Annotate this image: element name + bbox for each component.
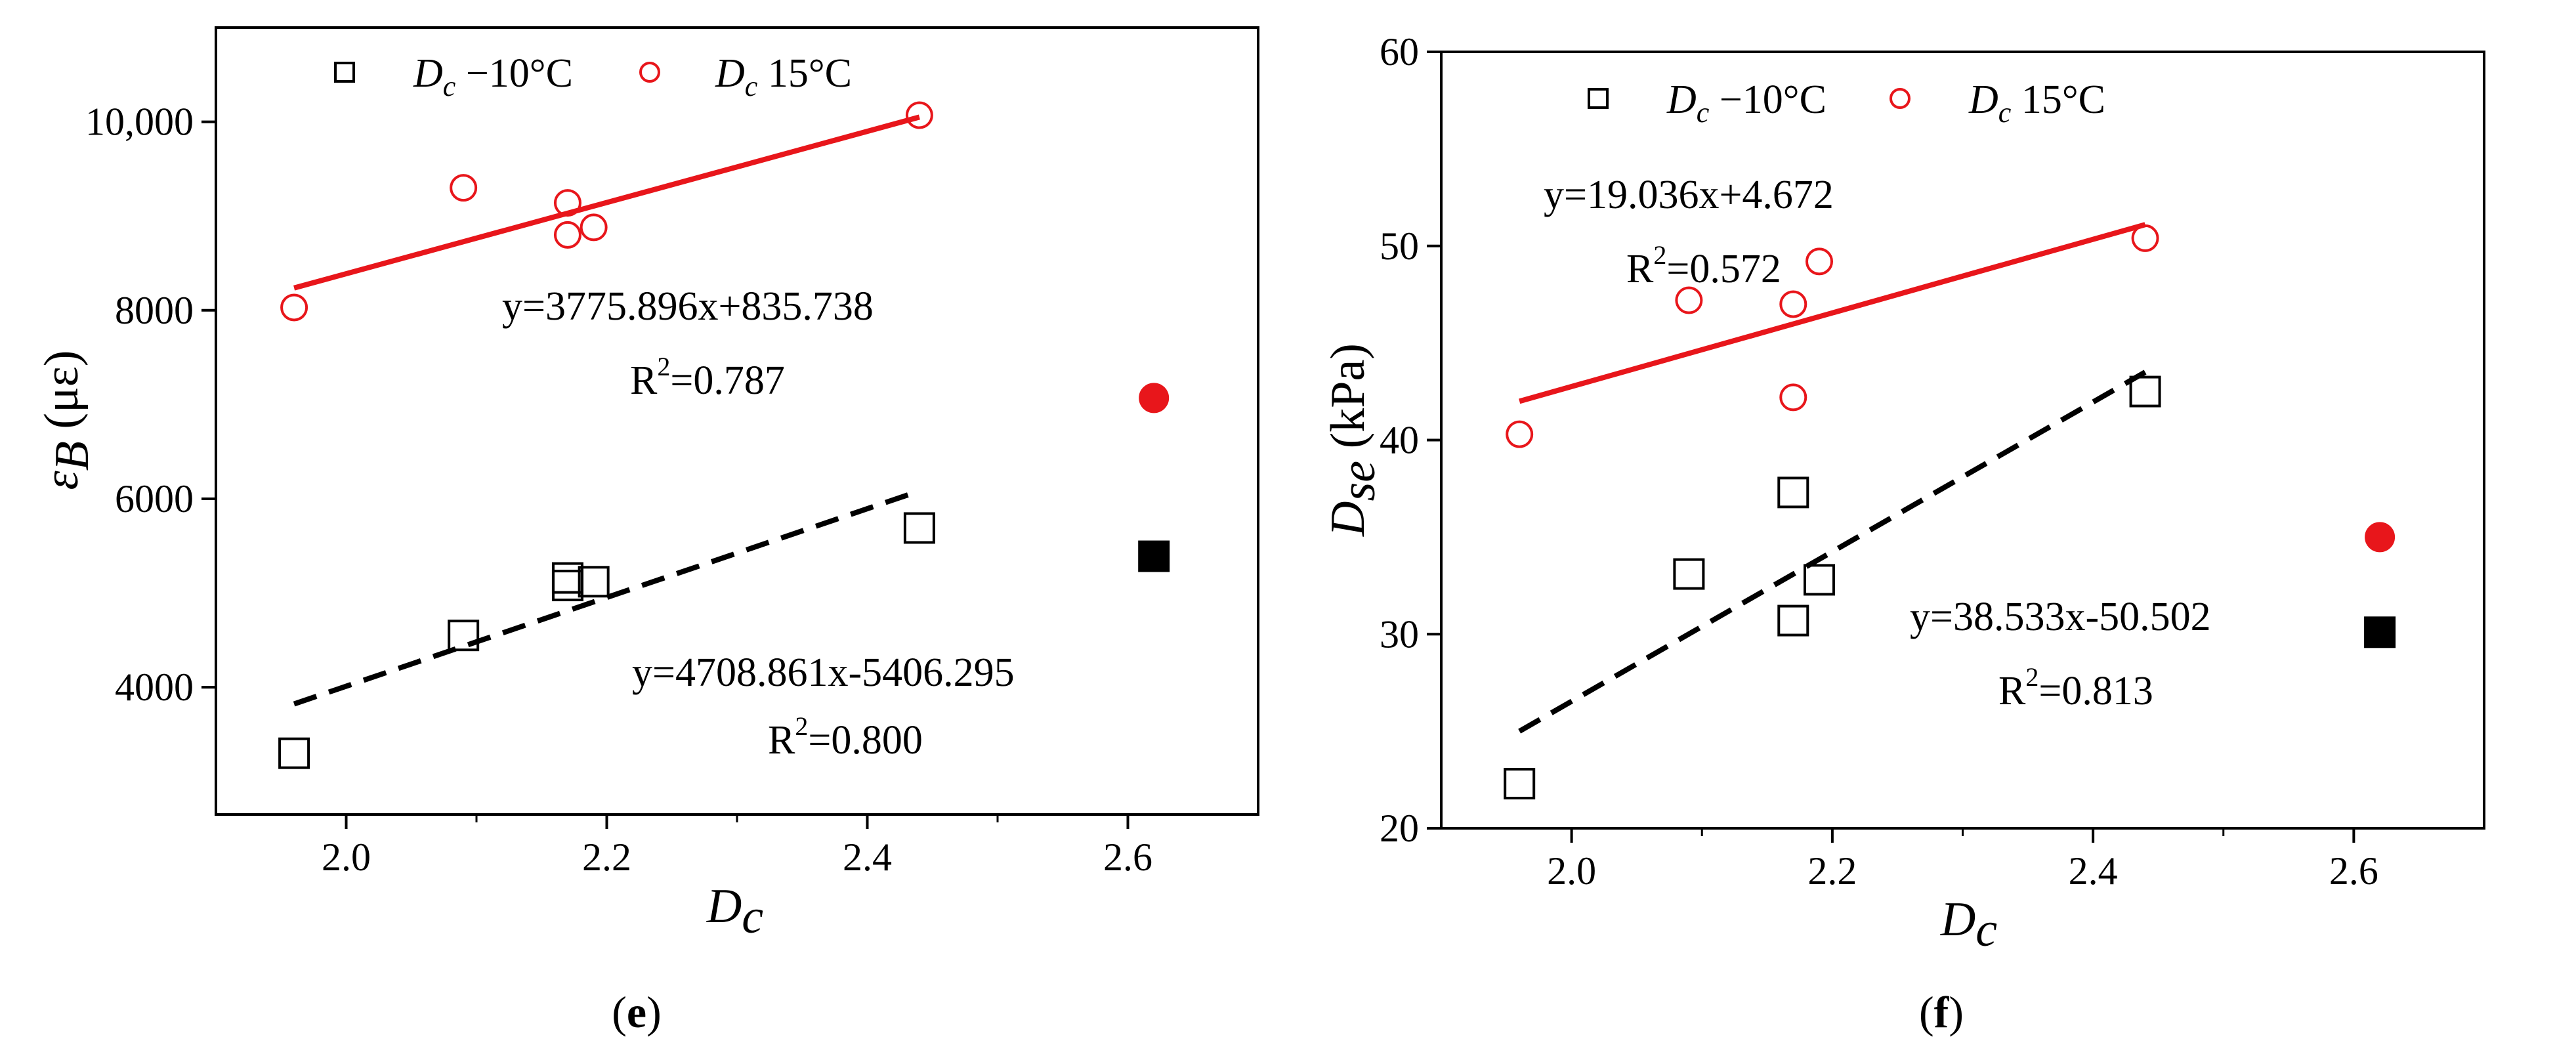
legend-circle-e (639, 62, 660, 83)
y-tick-label-f-4: 60 (1380, 30, 1419, 74)
fit-equation-e-red: y=3775.896x+835.738 (502, 284, 874, 329)
data-point-f-s0-1 (1673, 558, 1705, 590)
fit-lines-e (293, 114, 921, 707)
legend-label-e-1: Dc 15°C (715, 51, 852, 102)
data-points-f (1504, 224, 2396, 799)
x-tick-label-e-2: 2.4 (843, 836, 892, 879)
y-axis-title-e: εB (με) (35, 350, 99, 490)
y-tick-label-f-1: 30 (1380, 612, 1419, 656)
data-point-f-s0-0 (1504, 767, 1536, 799)
data-point-f-s1-3 (1779, 383, 1807, 412)
legend-marker-f-0 (1588, 88, 1609, 109)
data-point-f-s0-2 (1777, 476, 1809, 509)
x-tick-label-f-3: 2.6 (2329, 849, 2378, 893)
legend-label-f-1: Dc 15°C (1968, 77, 2105, 129)
data-point-f-s0-5 (2129, 375, 2161, 408)
data-point-e-s1-5 (905, 101, 933, 129)
ticks-e: 2.0 2.2 2.4 2.6 4000 6000 8000 10,000 (85, 100, 1152, 879)
panel-label-e: (e) (612, 987, 662, 1037)
data-point-e-s1-2 (553, 189, 581, 217)
data-point-f-s0-3 (1777, 604, 1809, 637)
data-points-e (278, 101, 1170, 769)
data-point-f-s1-0 (1506, 420, 1534, 448)
x-axis-title-e: Dc (706, 879, 763, 944)
legend-f: Dc −10°C Dc 15°C (1588, 77, 2105, 129)
extra-point-f-0 (2364, 616, 2396, 648)
y-tick-label-e-1: 6000 (115, 477, 194, 520)
ticks-f: 2.0 2.2 2.4 2.6 20 30 40 50 60 (1380, 30, 2378, 893)
fit-line-f-1 (1519, 222, 2146, 404)
data-point-e-s0-1 (448, 620, 480, 652)
legend-marker-f-1 (1890, 88, 1911, 109)
data-point-f-s1-5 (2131, 224, 2159, 252)
fit-equation-f-black: y=38.533x-50.502 (1910, 595, 2211, 639)
y-tick-label-f-0: 20 (1380, 807, 1419, 850)
legend-square-e (334, 62, 355, 83)
data-point-e-s0-2 (551, 562, 583, 594)
r-squared-f-red: R2=0.572 (1626, 240, 1781, 291)
data-point-e-s0-3 (551, 570, 583, 602)
data-point-e-s1-3 (553, 221, 581, 249)
x-tick-label-f-0: 2.0 (1547, 849, 1596, 893)
r-squared-f-black: R2=0.813 (1998, 662, 2153, 713)
y-tick-label-e-0: 4000 (115, 666, 194, 709)
fit-equation-f-red: y=19.036x+4.672 (1544, 173, 1834, 217)
legend-label-f-0: Dc −10°C (1666, 77, 1826, 129)
fit-lines-f (1518, 222, 2147, 734)
data-point-f-s1-4 (1805, 247, 1834, 276)
data-point-e-s0-4 (578, 566, 610, 598)
r-squared-e-black: R2=0.800 (768, 711, 923, 763)
data-point-f-s1-2 (1779, 290, 1807, 318)
y-axis-title-f: Dse (kPa) (1321, 343, 1385, 537)
data-point-e-s1-0 (280, 293, 308, 322)
data-point-f-s0-4 (1804, 564, 1836, 596)
data-point-e-s0-5 (903, 512, 935, 544)
plot-frame-e (215, 26, 1259, 816)
extra-point-e-0 (1138, 540, 1170, 572)
data-point-e-s1-1 (450, 174, 478, 202)
x-tick-label-e-0: 2.0 (322, 836, 371, 879)
x-tick-label-f-1: 2.2 (1807, 849, 1857, 893)
data-point-e-s1-4 (580, 213, 608, 242)
legend-label-e-0: Dc −10°C (413, 51, 573, 102)
y-tick-label-f-3: 50 (1380, 224, 1419, 268)
x-tick-label-e-1: 2.2 (582, 836, 631, 879)
fit-line-f-0 (1518, 370, 2147, 734)
y-tick-label-e-3: 10,000 (85, 100, 194, 144)
legend-marker-e-0 (334, 62, 355, 83)
y-tick-label-f-2: 40 (1380, 419, 1419, 462)
fit-line-e-1 (293, 114, 920, 291)
x-tick-label-e-3: 2.6 (1103, 836, 1152, 879)
panel-label-f: (f) (1919, 987, 1964, 1037)
extra-point-f-1 (2365, 522, 2396, 553)
legend-circle-f (1890, 88, 1911, 109)
legend-marker-e-1 (639, 62, 660, 83)
plot-frame-f (1440, 51, 2485, 830)
legend-e: Dc −10°C Dc 15°C (334, 51, 852, 102)
panel-e: 2.0 2.2 2.4 2.6 4000 6000 8000 10,000 Dc −10°C … (35, 26, 1259, 1037)
x-tick-label-f-2: 2.4 (2069, 849, 2118, 893)
y-tick-label-e-2: 8000 (115, 289, 194, 332)
r-squared-e-red: R2=0.787 (630, 352, 785, 403)
legend-square-f (1588, 88, 1609, 109)
fit-equation-e-black: y=4708.861x-5406.295 (632, 650, 1015, 695)
x-axis-title-f: Dc (1940, 893, 1997, 957)
data-point-f-s1-1 (1675, 286, 1703, 314)
extra-point-e-1 (1139, 383, 1170, 413)
data-point-e-s0-0 (278, 737, 310, 769)
